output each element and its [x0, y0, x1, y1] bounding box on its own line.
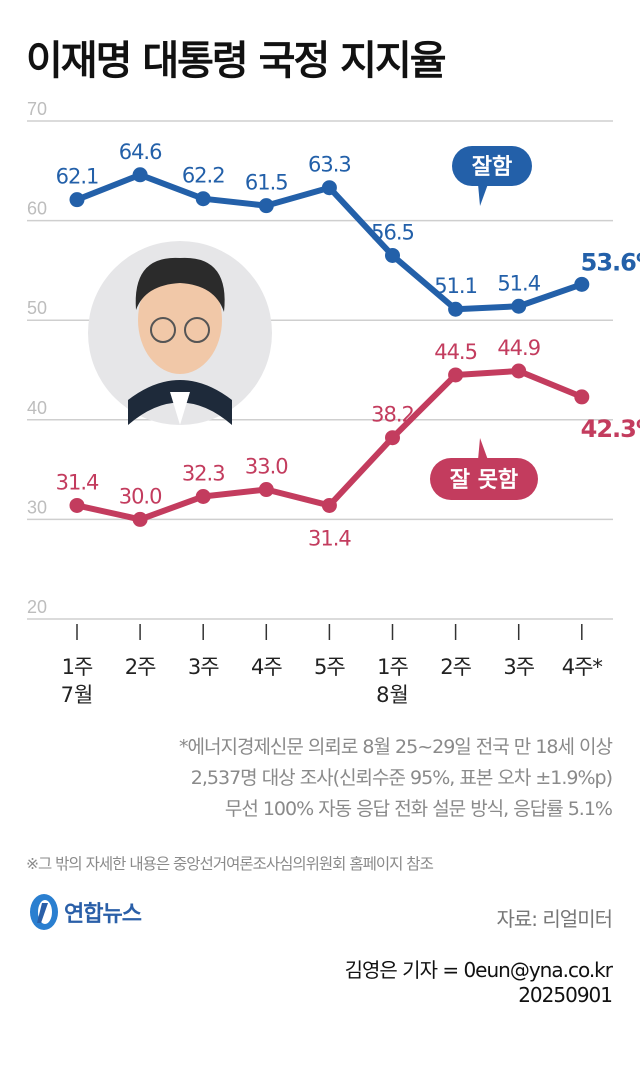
footnote: ※그 밖의 자세한 내용은 중앙선거여론조사심의위원회 홈페이지 참조: [26, 855, 434, 873]
data-point: [448, 367, 464, 383]
legend-bubble-bad: [430, 458, 538, 500]
yonhap-logo-icon: [30, 894, 58, 930]
y-tick-label: 60: [27, 199, 47, 219]
data-point: [258, 482, 274, 498]
y-tick-label: 50: [27, 298, 47, 318]
data-point: [574, 389, 590, 405]
data-point: [385, 247, 400, 263]
data-label: 51.1: [434, 274, 477, 298]
data-point: [385, 430, 400, 446]
data-label: 32.3: [182, 461, 225, 485]
data-point: [258, 198, 274, 214]
source: 자료: 리얼미터: [496, 907, 613, 931]
data-label: 38.2: [371, 403, 414, 427]
data-label: 61.5: [245, 171, 288, 195]
legend-bubble-tail: [478, 438, 488, 460]
legend-label-good: 잘함: [472, 155, 512, 180]
x-tick-label: 3주: [188, 655, 219, 679]
data-label: 44.9: [497, 336, 540, 360]
legend-label-bad: 잘 못함: [450, 468, 518, 493]
data-label: 33.0: [245, 455, 288, 479]
photo-glasses: [150, 317, 176, 343]
photo-shirt: [170, 392, 190, 425]
data-label: 44.5: [434, 340, 477, 364]
survey-note-2: 2,537명 대상 조사(신뢰수준 95%, 표본 오차 ±1.9%p): [190, 767, 613, 789]
data-label: 31.4: [56, 470, 99, 494]
data-point: [511, 298, 527, 314]
data-point: [69, 192, 85, 208]
data-point: [321, 497, 337, 513]
data-point: [195, 488, 211, 504]
data-label: 63.3: [308, 153, 351, 177]
photo-hair: [135, 257, 225, 312]
data-point: [574, 276, 590, 292]
photo-glasses: [184, 317, 210, 343]
data-label: 53.6%: [581, 248, 640, 276]
x-tick-label: 4주*: [562, 655, 603, 679]
month-label: 8월: [376, 683, 409, 707]
x-tick-label: 1주: [62, 655, 93, 679]
page-title: 이재명 대통령 국정 지지율: [26, 38, 447, 84]
data-label: 31.4: [308, 526, 351, 550]
survey-note-3: 무선 100% 자동 응답 전화 설문 방식, 응답률 5.1%: [224, 798, 613, 820]
legend-bubble-tail: [478, 184, 488, 206]
data-point: [321, 180, 337, 196]
credit: 김영은 기자 = 0eun@yna.co.kr 20250901: [344, 958, 613, 1008]
x-tick-label: 3주: [503, 655, 534, 679]
legend-bubble-good: [452, 146, 532, 186]
publish-date: 20250901: [518, 983, 613, 1007]
y-tick-label: 70: [27, 99, 47, 119]
data-label: 64.6: [119, 140, 162, 164]
x-tick-label: 1주: [377, 655, 408, 679]
line-chart: 20 30 40 50 60 70 1주 2주 3주 4주 5주 1주 2주 3주 4주* 7월 8월 62.1 6…: [27, 99, 640, 707]
data-label: 42.3%: [581, 415, 640, 443]
x-tick-label: 2주: [440, 655, 471, 679]
y-tick-label: 20: [27, 597, 47, 617]
y-tick-label: 30: [27, 497, 47, 517]
yonhap-logo: 연합뉴스: [28, 893, 142, 931]
data-label: 56.5: [371, 220, 414, 244]
y-tick-label: 40: [27, 398, 47, 418]
data-label: 62.2: [182, 164, 225, 188]
survey-note-1: *에너지경제신문 의뢰로 8월 25~29일 전국 만 18세 이상: [179, 736, 613, 758]
reporter-credit: 김영은 기자 = 0eun@yna.co.kr: [344, 958, 613, 982]
x-tick-label: 4주: [251, 655, 282, 679]
data-label: 51.4: [497, 271, 540, 295]
data-point: [132, 167, 148, 183]
data-label: 30.0: [119, 484, 162, 508]
data-point: [69, 497, 85, 513]
data-point: [448, 301, 464, 317]
x-tick-label: 2주: [125, 655, 156, 679]
data-point: [132, 511, 148, 527]
data-point: [195, 191, 211, 207]
photo-face: [138, 266, 222, 374]
logo-text: 연합뉴스: [64, 902, 142, 927]
x-tick-label: 5주: [314, 655, 345, 679]
data-point: [511, 363, 527, 379]
month-label: 7월: [61, 683, 94, 707]
data-label: 62.1: [56, 165, 99, 189]
